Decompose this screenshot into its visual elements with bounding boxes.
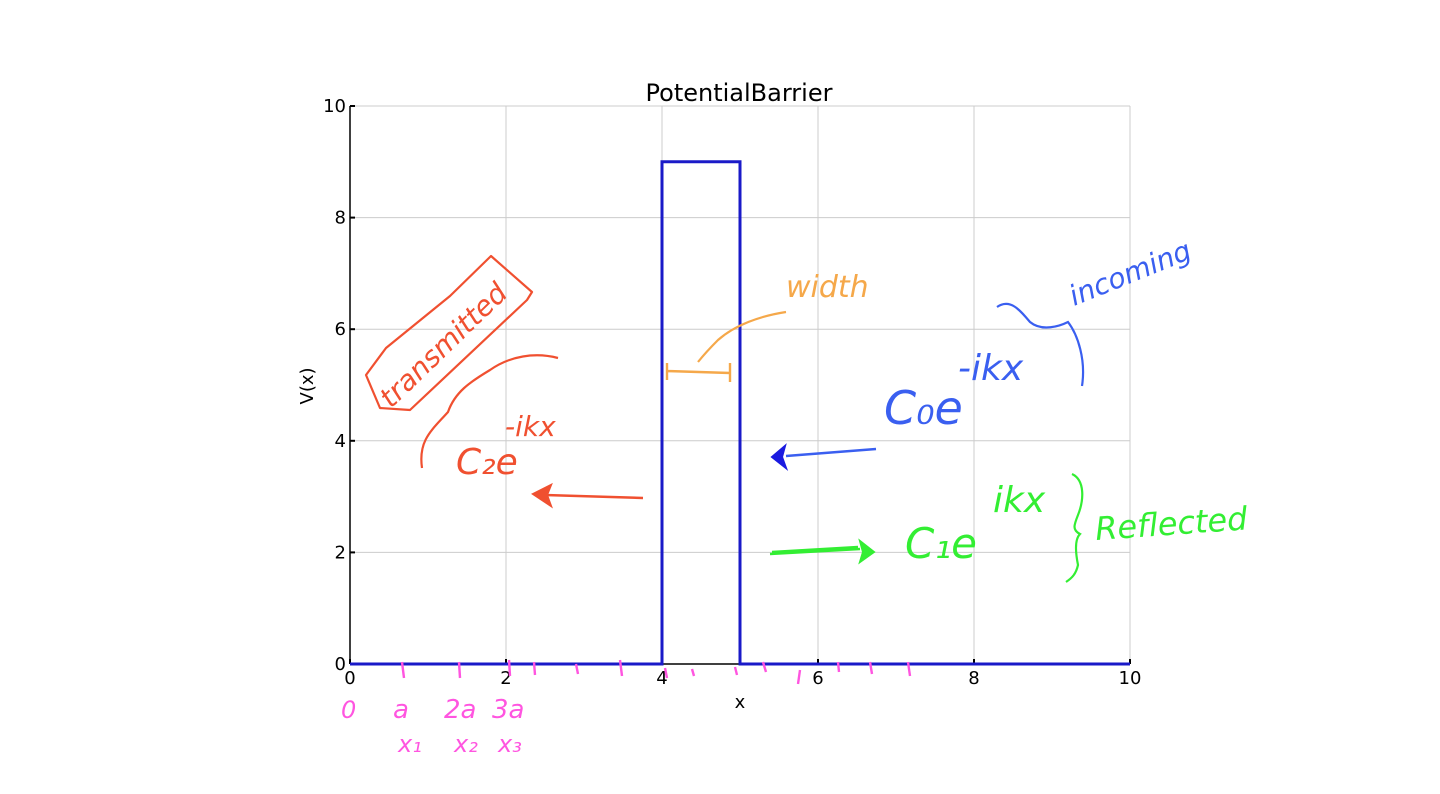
position-mark: [796, 669, 802, 685]
y-axis-label: V(x): [297, 367, 318, 404]
transmitted-label: transmitted: [373, 276, 514, 414]
x-tick-label: 2: [500, 668, 511, 689]
x-axis-label: x: [735, 692, 746, 713]
x-tick-label: 0: [344, 668, 355, 689]
position-mark: [733, 666, 739, 676]
transmitted-arrow-head: [531, 482, 553, 509]
y-tick-label: 0: [335, 654, 346, 675]
mark-label-0: 0: [341, 696, 356, 724]
mark-label-x3: x₃: [497, 730, 522, 758]
incoming-arrow: [785, 447, 877, 458]
reflected-formula-exp: ikx: [993, 480, 1046, 521]
mark-label-a: a: [393, 695, 409, 725]
y-tick-label: 6: [335, 319, 346, 340]
width-leader: [697, 310, 787, 363]
incoming-arrow-head: [770, 443, 789, 471]
transmitted-box: [364, 254, 534, 412]
chart-title: PotentialBarrier: [646, 79, 833, 107]
reflected-arrow-head: [858, 538, 876, 565]
width-label: width: [786, 270, 869, 305]
y-tick-label: 8: [335, 208, 346, 229]
position-mark: [574, 663, 580, 675]
reflected-annotation: C₁e ikx Reflected: [769, 473, 1249, 583]
transmitted-formula-base: C₂e: [456, 442, 518, 483]
position-mark: [532, 661, 537, 676]
incoming-formula-base: C₀e: [884, 381, 963, 435]
incoming-brace: [996, 302, 1085, 387]
mark-label-x2: x₂: [453, 730, 478, 758]
reflected-label: Reflected: [1094, 499, 1249, 548]
x-tick-label: 10: [1119, 668, 1142, 689]
position-mark: [906, 661, 912, 677]
transmitted-arrow: [544, 493, 644, 500]
y-tick-label: 4: [335, 431, 346, 452]
y-tick-label: 2: [335, 542, 346, 563]
mark-label-3a: 3a: [492, 695, 524, 725]
transmitted-formula-exp: -ikx: [505, 410, 556, 443]
y-tick-label: 10: [323, 96, 346, 117]
position-mark-labels: 0 a 2a 3a x₁ x₂ x₃: [341, 695, 524, 758]
reflected-formula-base: C₁e: [905, 519, 977, 568]
incoming-annotation: incoming C₀e -ikx: [770, 234, 1196, 471]
position-mark: [868, 661, 874, 675]
barrier-potential-line: [350, 160, 1130, 666]
position-mark: [836, 661, 841, 673]
x-tick-label: 8: [968, 668, 979, 689]
position-mark: [457, 661, 462, 679]
x-tick-label: 4: [656, 668, 667, 689]
tick-labels: 0 2 4 6 8 10 0 2 4 6 8 10: [323, 96, 1141, 689]
transmitted-brace: [420, 354, 559, 469]
transmitted-annotation: transmitted C₂e -ikx: [364, 254, 644, 509]
position-mark: [663, 667, 669, 679]
mark-label-2a: 2a: [444, 695, 476, 725]
width-dimension: [665, 363, 732, 382]
position-marks: [400, 659, 912, 685]
reflected-brace: [1065, 473, 1084, 583]
position-mark: [400, 661, 406, 679]
series-layer: [350, 160, 1130, 666]
reflected-arrow: [769, 545, 861, 556]
position-mark: [690, 668, 696, 677]
position-mark: [761, 661, 768, 673]
x-tick-label: 6: [812, 668, 823, 689]
position-mark: [507, 659, 512, 677]
position-mark: [618, 659, 624, 677]
mark-label-x1: x₁: [397, 730, 422, 758]
incoming-formula-exp: -ikx: [958, 348, 1024, 389]
width-annotation: width: [665, 270, 869, 382]
